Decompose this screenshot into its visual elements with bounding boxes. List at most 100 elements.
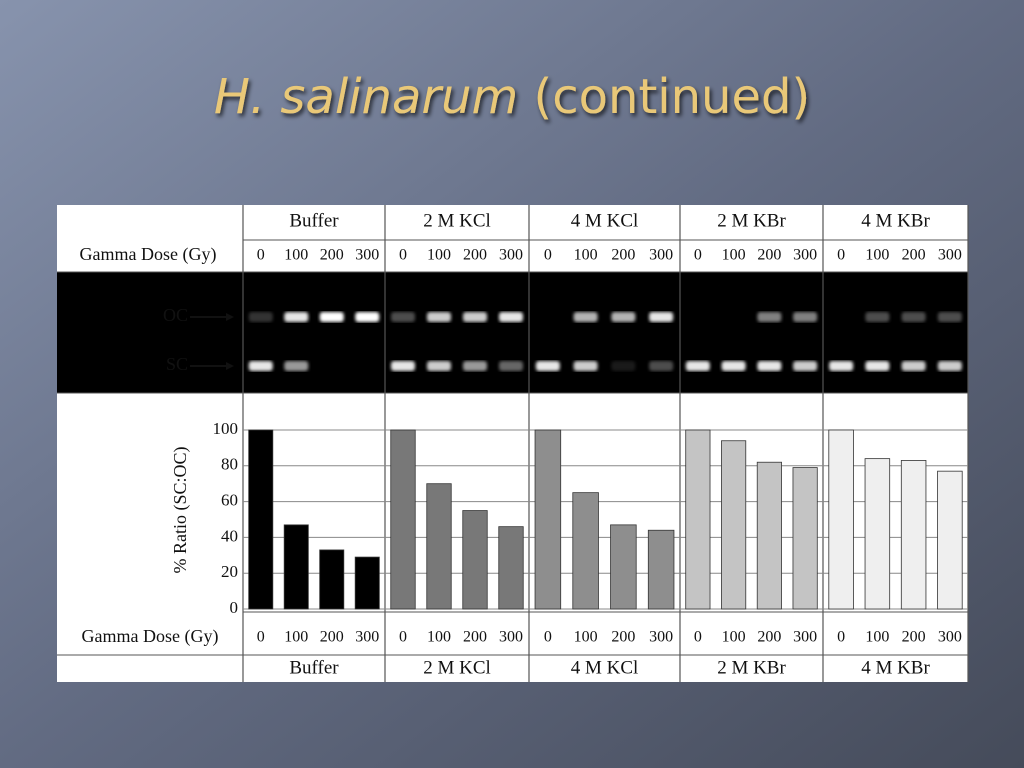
y-tick-label: 40 [221,526,238,545]
group-label: Buffer [289,210,339,231]
gel-band [355,312,380,322]
x-tick-label: 300 [355,247,379,264]
bar [390,429,416,610]
x-tick-label: 300 [649,247,673,264]
gel-band [937,361,962,371]
x-tick-label: 300 [938,247,962,264]
x-tick-label: 300 [499,629,523,646]
legend-label: 4 M KBr [861,657,930,678]
x-tick-label: 300 [649,629,673,646]
bar [792,467,818,610]
group-label: 2 M KBr [717,210,786,231]
x-tick-label: 100 [284,247,308,264]
x-tick-label: 200 [902,629,926,646]
gel-band [865,361,890,371]
gel-band [685,361,710,371]
gel-band [757,361,782,371]
y-axis-label: % Ratio (SC:OC) [170,446,191,573]
band-arrowhead [226,362,234,370]
bar [721,440,747,610]
gel-band [499,361,523,371]
bar [498,526,524,610]
x-tick-label: 0 [399,247,407,264]
bar [900,460,927,610]
x-axis-label: Gamma Dose (Gy) [82,626,219,647]
y-tick-label: 20 [221,562,238,581]
gel-band [937,312,962,322]
gel-band [319,312,344,322]
x-tick-label: 100 [427,247,451,264]
bar [610,524,637,610]
gel-band [248,361,273,371]
y-tick-label: 0 [230,598,239,617]
x-tick-label: 200 [611,629,635,646]
gel-band [611,361,636,371]
bar [937,470,963,610]
x-tick-label: 0 [399,629,407,646]
group-label: 4 M KCl [571,210,639,231]
y-tick-label: 80 [221,455,238,474]
gel-band [463,312,487,322]
title-rest: (continued) [534,69,811,125]
band-label: OC [163,305,188,325]
bar [534,429,562,610]
gel-band [573,361,598,371]
x-tick-label: 100 [574,247,598,264]
band-label: SC [166,354,188,374]
x-tick-label: 300 [355,629,379,646]
title-italic: H. salinarum [214,69,518,125]
x-tick-label: 100 [722,247,746,264]
gel-band [284,361,309,371]
x-tick-label: 300 [793,629,817,646]
group-label: 4 M KBr [861,210,930,231]
x-tick-label: 0 [694,247,702,264]
group-label: 2 M KCl [423,210,491,231]
x-tick-label: 100 [865,247,889,264]
bar [283,524,309,610]
x-axis-label: Gamma Dose (Gy) [80,244,217,265]
gel-band [611,312,636,322]
gel [57,272,968,393]
x-tick-label: 200 [902,247,926,264]
x-tick-label: 100 [722,629,746,646]
gel-band [573,312,598,322]
x-tick-label: 100 [427,629,451,646]
x-tick-label: 200 [320,629,344,646]
x-tick-label: 0 [257,629,265,646]
legend-label: 2 M KCl [423,657,491,678]
legend-label: Buffer [289,657,339,678]
bar [828,429,854,610]
bar [248,429,274,610]
gel-band [391,312,415,322]
x-tick-label: 0 [837,247,845,264]
bar [647,529,675,610]
gel-band [463,361,487,371]
x-tick-label: 300 [793,247,817,264]
x-tick-label: 200 [757,247,781,264]
bar [319,549,345,610]
gel-band [391,361,415,371]
bar [572,492,599,610]
x-tick-label: 200 [463,629,487,646]
bar [864,458,891,610]
gel-band [721,361,746,371]
gel-band [793,312,818,322]
gel-band [901,312,926,322]
x-tick-label: 100 [574,629,598,646]
legend-label: 4 M KCl [571,657,639,678]
gel-band [427,361,451,371]
x-tick-label: 200 [463,247,487,264]
x-tick-label: 100 [865,629,889,646]
x-tick-label: 300 [499,247,523,264]
bar [685,429,711,610]
gel-band [793,361,818,371]
x-tick-label: 200 [757,629,781,646]
x-tick-label: 0 [544,247,552,264]
x-tick-label: 100 [284,629,308,646]
gel-band [427,312,451,322]
x-tick-label: 300 [938,629,962,646]
bar [756,461,782,610]
gel-band [499,312,523,322]
y-tick-label: 60 [221,491,238,510]
gel-band [649,312,674,322]
